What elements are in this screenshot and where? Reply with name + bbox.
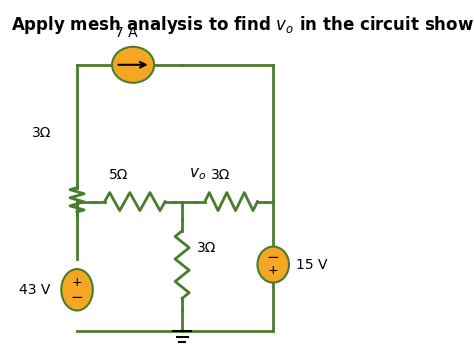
Ellipse shape — [112, 47, 154, 83]
Ellipse shape — [257, 247, 289, 283]
Text: +: + — [72, 276, 82, 289]
Text: 5Ω: 5Ω — [109, 168, 129, 182]
Text: 3Ω: 3Ω — [197, 242, 216, 255]
Text: −: − — [267, 250, 280, 265]
Text: −: − — [71, 289, 83, 305]
Text: 3Ω: 3Ω — [32, 126, 52, 140]
Text: 3Ω: 3Ω — [211, 168, 230, 182]
Text: Apply mesh analysis to find $v_o$ in the circuit shown.: Apply mesh analysis to find $v_o$ in the… — [10, 14, 474, 36]
Text: 43 V: 43 V — [19, 283, 51, 297]
Ellipse shape — [61, 269, 93, 310]
Text: $v_o$: $v_o$ — [189, 166, 206, 182]
Text: +: + — [268, 264, 279, 277]
Text: 15 V: 15 V — [296, 258, 328, 271]
Text: 7 A: 7 A — [115, 26, 137, 40]
